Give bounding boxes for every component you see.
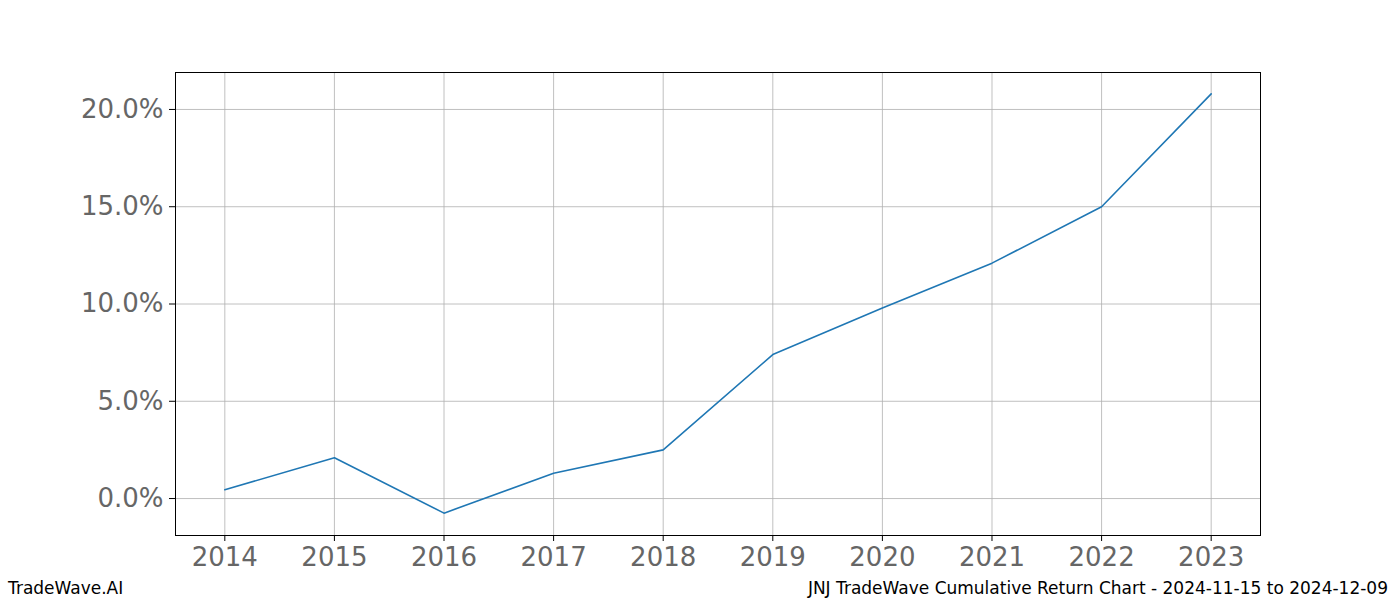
svg-text:2020: 2020 xyxy=(849,542,915,572)
svg-text:2023: 2023 xyxy=(1178,542,1244,572)
svg-text:2017: 2017 xyxy=(521,542,587,572)
svg-text:0.0%: 0.0% xyxy=(97,483,163,513)
svg-text:20.0%: 20.0% xyxy=(81,94,164,124)
svg-text:2018: 2018 xyxy=(630,542,696,572)
svg-text:2016: 2016 xyxy=(411,542,477,572)
svg-text:10.0%: 10.0% xyxy=(81,288,164,318)
svg-text:15.0%: 15.0% xyxy=(81,191,164,221)
svg-text:5.0%: 5.0% xyxy=(97,386,163,416)
svg-text:2022: 2022 xyxy=(1068,542,1134,572)
svg-text:2021: 2021 xyxy=(959,542,1025,572)
svg-text:2014: 2014 xyxy=(192,542,258,572)
svg-text:2015: 2015 xyxy=(301,542,367,572)
html-text:JNJ TradeWave Cumulative Retur: JNJ TradeWave Cumulative Return Chart - … xyxy=(807,578,1388,598)
html-text:TradeWave.AI: TradeWave.AI xyxy=(8,578,124,598)
svg-text:2019: 2019 xyxy=(740,542,806,572)
